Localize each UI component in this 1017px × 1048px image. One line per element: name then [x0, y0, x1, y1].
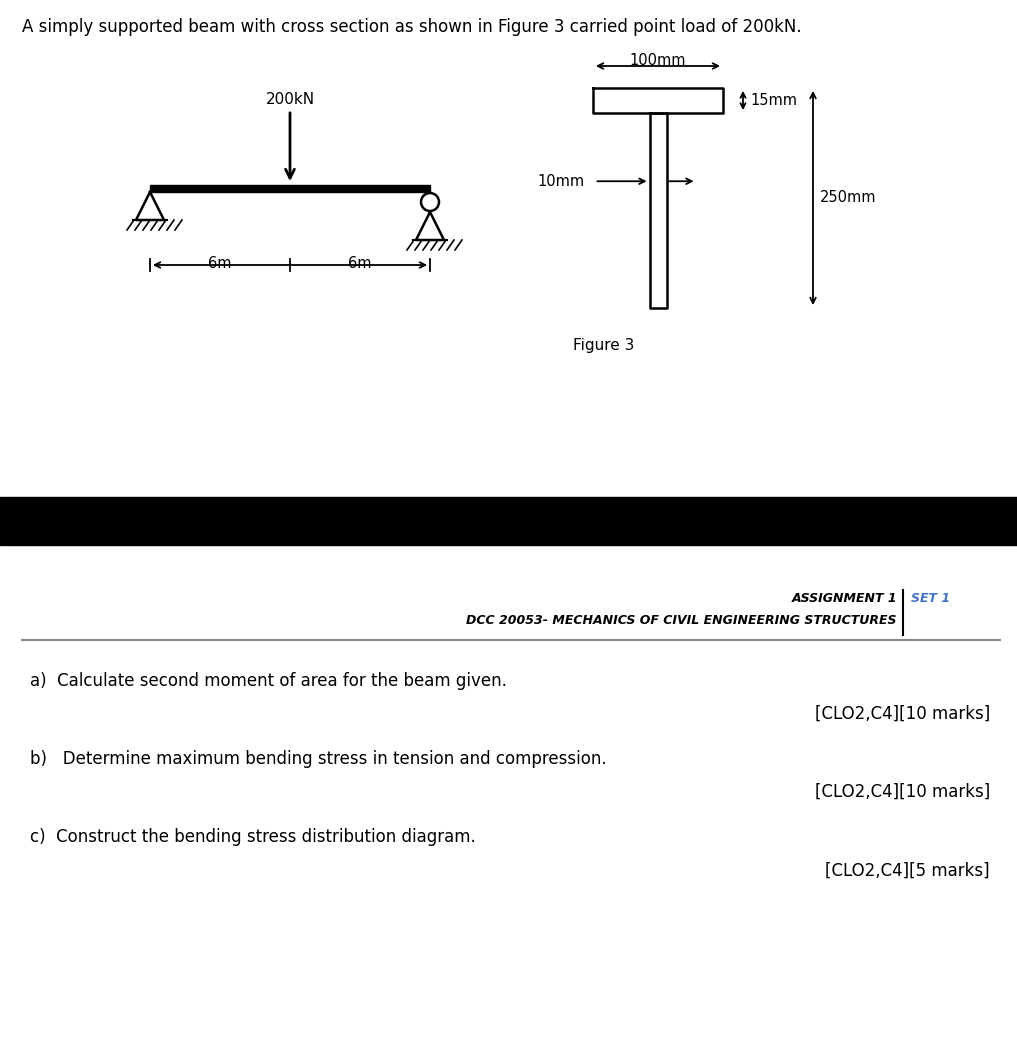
Text: A simply supported beam with cross section as shown in Figure 3 carried point lo: A simply supported beam with cross secti…: [22, 18, 801, 36]
Text: [CLO2,C4][10 marks]: [CLO2,C4][10 marks]: [815, 705, 990, 723]
Text: Figure 3: Figure 3: [573, 339, 635, 353]
Text: 15mm: 15mm: [750, 93, 797, 108]
Text: 6m: 6m: [208, 256, 232, 271]
Text: b)   Determine maximum bending stress in tension and compression.: b) Determine maximum bending stress in t…: [29, 750, 606, 768]
Polygon shape: [136, 192, 164, 220]
Polygon shape: [416, 212, 444, 240]
Bar: [149, 185, 430, 192]
Text: SET 1: SET 1: [911, 591, 950, 605]
Text: [CLO2,C4][5 marks]: [CLO2,C4][5 marks]: [826, 863, 990, 880]
Text: 250mm: 250mm: [820, 191, 877, 205]
Circle shape: [421, 193, 439, 211]
Text: 6m: 6m: [348, 256, 372, 271]
Text: [CLO2,C4][10 marks]: [CLO2,C4][10 marks]: [815, 783, 990, 801]
Text: a)  Calculate second moment of area for the beam given.: a) Calculate second moment of area for t…: [29, 672, 506, 690]
Text: c)  Construct the bending stress distribution diagram.: c) Construct the bending stress distribu…: [29, 828, 476, 846]
Text: 200kN: 200kN: [265, 92, 314, 107]
Text: 10mm: 10mm: [537, 174, 585, 189]
Text: 100mm: 100mm: [630, 53, 686, 68]
Text: DCC 20053- MECHANICS OF CIVIL ENGINEERING STRUCTURES: DCC 20053- MECHANICS OF CIVIL ENGINEERIN…: [467, 613, 897, 627]
Text: ASSIGNMENT 1: ASSIGNMENT 1: [791, 591, 897, 605]
Bar: [0, 497, 1017, 545]
